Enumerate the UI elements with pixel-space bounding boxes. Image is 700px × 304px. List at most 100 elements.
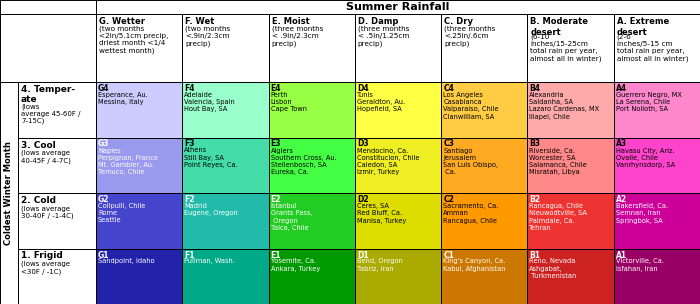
Bar — [182, 137, 269, 193]
Text: 3. Cool: 3. Cool — [21, 140, 56, 150]
Text: D3: D3 — [357, 140, 368, 148]
Text: Madrid
Eugene, Oregon: Madrid Eugene, Oregon — [184, 203, 238, 216]
Text: Reno, Nevada
Ashgabat,
 Turkmenistan: Reno, Nevada Ashgabat, Turkmenistan — [529, 258, 577, 279]
Bar — [527, 137, 614, 193]
Bar — [269, 14, 355, 82]
Bar — [614, 82, 700, 137]
Text: King's Canyon, Ca.
Kabul, Afghanistan: King's Canyon, Ca. Kabul, Afghanistan — [443, 258, 505, 272]
Text: Esperance, Au.
Messina, Italy: Esperance, Au. Messina, Italy — [98, 92, 148, 105]
Text: G. Wetter: G. Wetter — [99, 17, 145, 26]
Text: (three months
<.25in/.6cm
precip): (three months <.25in/.6cm precip) — [444, 25, 496, 47]
Bar — [614, 193, 700, 248]
Bar — [18, 137, 96, 193]
Bar — [355, 248, 441, 304]
Text: E. Moist: E. Moist — [272, 17, 309, 26]
Text: (lows
average 45-60F /
7-15C): (lows average 45-60F / 7-15C) — [21, 103, 80, 125]
Text: Istanbul
Grants Pass,
 Oregon
Talca, Chile: Istanbul Grants Pass, Oregon Talca, Chil… — [271, 203, 312, 231]
Text: D1: D1 — [357, 250, 368, 260]
Text: (lows average
40-45F / 4-7C): (lows average 40-45F / 4-7C) — [21, 150, 71, 164]
Text: 2. Cold: 2. Cold — [21, 196, 56, 205]
Bar — [0, 14, 96, 82]
Text: G1: G1 — [98, 250, 109, 260]
Text: Adelaide
Valencia, Spain
Hout Bay, SA: Adelaide Valencia, Spain Hout Bay, SA — [184, 92, 235, 112]
Bar — [182, 82, 269, 137]
Text: Rancagua, Chile
Nieuwodtville, SA
Palmdale, Ca.
Tehran: Rancagua, Chile Nieuwodtville, SA Palmda… — [529, 203, 587, 231]
Bar — [355, 82, 441, 137]
Text: C2: C2 — [443, 195, 454, 204]
Text: Sandpoint, Idaho: Sandpoint, Idaho — [98, 258, 155, 264]
Bar — [96, 14, 182, 82]
Text: (two months
<2in/5.1cm precip,
driest month <1/4
wettest month): (two months <2in/5.1cm precip, driest mo… — [99, 25, 169, 54]
Text: E4: E4 — [271, 84, 281, 93]
Text: A1: A1 — [616, 250, 626, 260]
Text: C. Dry: C. Dry — [444, 17, 473, 26]
Text: D2: D2 — [357, 195, 368, 204]
Text: A2: A2 — [616, 195, 626, 204]
Bar — [96, 82, 182, 137]
Bar — [441, 137, 527, 193]
Bar — [269, 82, 355, 137]
Text: F1: F1 — [184, 250, 195, 260]
Text: A3: A3 — [616, 140, 626, 148]
Text: Sacramento, Ca.
Amman
Rancagua, Chile: Sacramento, Ca. Amman Rancagua, Chile — [443, 203, 498, 223]
Text: (two months
<.9in/2.3cm
precip): (two months <.9in/2.3cm precip) — [186, 25, 230, 47]
Bar — [527, 82, 614, 137]
Text: D4: D4 — [357, 84, 368, 93]
Bar — [355, 193, 441, 248]
Text: (lows average
<30F / -1C): (lows average <30F / -1C) — [21, 261, 70, 275]
Text: 4. Temper-
ate: 4. Temper- ate — [21, 85, 75, 104]
Text: Ceres, SA
Red Bluff, Ca.
Manisa, Turkey: Ceres, SA Red Bluff, Ca. Manisa, Turkey — [357, 203, 406, 223]
Text: C1: C1 — [443, 250, 454, 260]
Bar — [441, 193, 527, 248]
Text: (three months
< .9in/2.3cm
precip): (three months < .9in/2.3cm precip) — [272, 25, 323, 47]
Text: Victorville, Ca.
Isfahan, Iran: Victorville, Ca. Isfahan, Iran — [616, 258, 664, 272]
Text: Naples
Perpignan, France
Mt. Gambier, Au.
Temuco, Chile: Naples Perpignan, France Mt. Gambier, Au… — [98, 147, 158, 175]
Bar — [182, 248, 269, 304]
Text: D. Damp: D. Damp — [358, 17, 398, 26]
Text: B3: B3 — [529, 140, 540, 148]
Text: Yosemite, Ca.
Ankara, Turkey: Yosemite, Ca. Ankara, Turkey — [271, 258, 320, 272]
Bar — [96, 193, 182, 248]
Text: C3: C3 — [443, 140, 454, 148]
Text: F. Wet: F. Wet — [186, 17, 215, 26]
Bar — [96, 137, 182, 193]
Text: Riverside, Ca.
Worcester, SA
Salamanca, Chile
Misratah, Libya: Riverside, Ca. Worcester, SA Salamanca, … — [529, 147, 587, 175]
Bar — [96, 248, 182, 304]
Text: (three months
< .5in/1.25cm
precip): (three months < .5in/1.25cm precip) — [358, 25, 409, 47]
Text: (2-6
inches/5-15 cm
total rain per year,
almost all in winter): (2-6 inches/5-15 cm total rain per year,… — [617, 33, 688, 63]
Text: B. Moderate
desert: B. Moderate desert — [531, 17, 589, 37]
Text: Perth
Lisbon
Cape Town: Perth Lisbon Cape Town — [271, 92, 307, 112]
Bar — [96, 0, 700, 14]
Text: F4: F4 — [184, 84, 195, 93]
Bar — [614, 14, 700, 82]
Bar — [18, 82, 96, 137]
Bar — [0, 82, 18, 304]
Text: Alexandria
Saldanha, SA
Lazaro Cardenas, MX
Illapel, Chile: Alexandria Saldanha, SA Lazaro Cardenas,… — [529, 92, 600, 120]
Text: B4: B4 — [529, 84, 540, 93]
Bar — [269, 193, 355, 248]
Text: (lows average
30-40F / -1-4C): (lows average 30-40F / -1-4C) — [21, 205, 74, 219]
Bar — [441, 248, 527, 304]
Text: Tunis
Geraldton, Au.
Hopefield, SA: Tunis Geraldton, Au. Hopefield, SA — [357, 92, 405, 112]
Text: E1: E1 — [271, 250, 281, 260]
Text: F2: F2 — [184, 195, 195, 204]
Bar — [18, 193, 96, 248]
Text: Mendocino, Ca.
Constitucion, Chile
Caledon, SA
Izmir, Turkey: Mendocino, Ca. Constitucion, Chile Caled… — [357, 147, 419, 175]
Text: Guerrero Negro, MX
La Serena, Chile
Port Noiloth, SA: Guerrero Negro, MX La Serena, Chile Port… — [616, 92, 682, 112]
Bar — [269, 248, 355, 304]
Text: Summer Rainfall: Summer Rainfall — [346, 2, 449, 12]
Text: F3: F3 — [184, 140, 195, 148]
Bar — [0, 0, 96, 14]
Text: (6-10
inches/15-25cm
total rain per year,
almost all in winter): (6-10 inches/15-25cm total rain per year… — [531, 33, 602, 63]
Text: A. Extreme
desert: A. Extreme desert — [617, 17, 669, 37]
Bar — [355, 137, 441, 193]
Text: Colipulli, Chile
Rome
Seattle: Colipulli, Chile Rome Seattle — [98, 203, 146, 223]
Text: B2: B2 — [529, 195, 540, 204]
Bar — [527, 248, 614, 304]
Bar — [441, 14, 527, 82]
Bar — [182, 14, 269, 82]
Bar — [614, 248, 700, 304]
Bar — [18, 248, 96, 304]
Text: Algiers
Southern Cross, Au.
Stellenbosch, SA
Eureka, Ca.: Algiers Southern Cross, Au. Stellenbosch… — [271, 147, 336, 175]
Text: Pullman, Wash.: Pullman, Wash. — [184, 258, 235, 264]
